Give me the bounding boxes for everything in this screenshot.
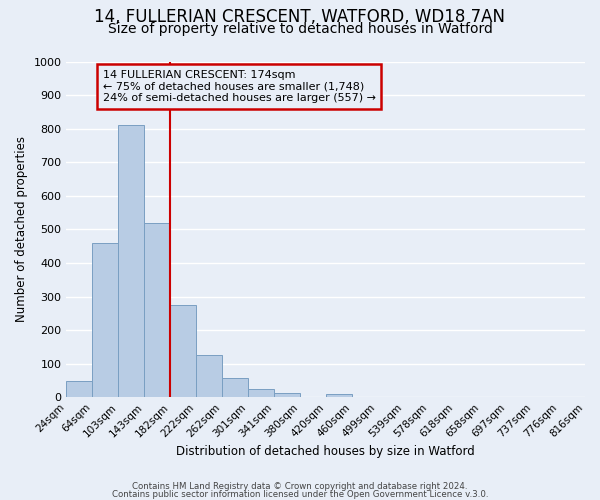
Bar [326, 394, 352, 397]
Bar [67, 381, 92, 397]
Text: 14 FULLERIAN CRESCENT: 174sqm
← 75% of detached houses are smaller (1,748)
24% o: 14 FULLERIAN CRESCENT: 174sqm ← 75% of d… [103, 70, 376, 103]
Y-axis label: Number of detached properties: Number of detached properties [15, 136, 28, 322]
Text: Size of property relative to detached houses in Watford: Size of property relative to detached ho… [107, 22, 493, 36]
Bar [222, 378, 248, 397]
Bar [92, 243, 118, 397]
Bar [118, 126, 144, 397]
X-axis label: Distribution of detached houses by size in Watford: Distribution of detached houses by size … [176, 444, 475, 458]
Bar [248, 389, 274, 397]
Bar [196, 356, 222, 397]
Bar [170, 305, 196, 397]
Bar [274, 393, 300, 397]
Text: Contains public sector information licensed under the Open Government Licence v.: Contains public sector information licen… [112, 490, 488, 499]
Text: 14, FULLERIAN CRESCENT, WATFORD, WD18 7AN: 14, FULLERIAN CRESCENT, WATFORD, WD18 7A… [95, 8, 505, 26]
Bar [144, 222, 170, 397]
Text: Contains HM Land Registry data © Crown copyright and database right 2024.: Contains HM Land Registry data © Crown c… [132, 482, 468, 491]
